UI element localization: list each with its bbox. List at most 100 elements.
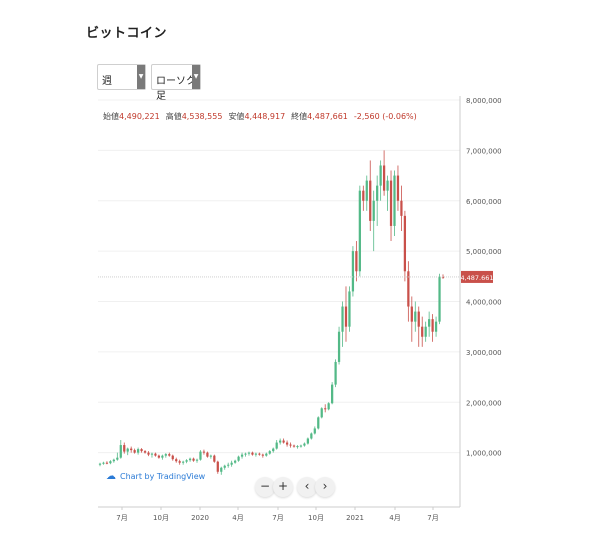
last-price-label: 4,487.661 bbox=[460, 274, 493, 282]
candle-body bbox=[178, 461, 181, 463]
candle-body bbox=[188, 458, 192, 461]
candle-body bbox=[331, 384, 334, 404]
candle-body bbox=[130, 448, 133, 451]
candle-body bbox=[157, 455, 161, 458]
candle-body bbox=[192, 458, 195, 461]
candle-body bbox=[237, 456, 240, 461]
candle-body bbox=[351, 251, 355, 292]
x-tick-label: 2020 bbox=[191, 514, 209, 522]
scroll-right-button[interactable]: › bbox=[315, 477, 335, 497]
candle-body bbox=[379, 165, 382, 186]
x-tick-label: 7月 bbox=[427, 514, 438, 522]
x-tick-label: 7月 bbox=[116, 514, 127, 522]
candle-body bbox=[154, 453, 157, 456]
candle-body bbox=[227, 464, 230, 466]
candle-body bbox=[150, 453, 154, 455]
candle-body bbox=[112, 459, 115, 462]
candle-body bbox=[410, 306, 413, 322]
chevron-down-icon: ▼ bbox=[137, 65, 145, 89]
candle-body bbox=[272, 448, 275, 452]
open-label: 始値 bbox=[103, 112, 119, 121]
candle-body bbox=[299, 445, 303, 447]
candle-body bbox=[171, 455, 174, 460]
candle-body bbox=[428, 319, 431, 327]
tradingview-label: Chart by TradingView bbox=[120, 472, 206, 481]
candle-body bbox=[386, 180, 389, 191]
candle-body bbox=[382, 165, 386, 191]
candle-body bbox=[240, 454, 244, 457]
candle-body bbox=[407, 271, 410, 307]
zoom-in-button[interactable]: + bbox=[273, 477, 293, 497]
candle-body bbox=[348, 291, 351, 327]
candle-body bbox=[434, 321, 438, 332]
candle-body bbox=[182, 461, 185, 463]
candle-body bbox=[424, 326, 427, 337]
ohlc-readout: 始値4,490,221 高値4,538,555 安値4,448,917 終値4,487… bbox=[103, 111, 417, 122]
x-tick-label: 10月 bbox=[308, 514, 324, 522]
candle-body bbox=[119, 445, 122, 458]
candle-body bbox=[275, 442, 278, 449]
low-label: 安値 bbox=[228, 112, 245, 121]
candle-body bbox=[341, 306, 344, 332]
candle-body bbox=[202, 451, 206, 453]
scroll-left-button[interactable]: ‹ bbox=[297, 477, 317, 497]
candle-body bbox=[438, 276, 441, 322]
y-tick-label: 2,000,000 bbox=[466, 399, 502, 407]
candle-body bbox=[285, 442, 289, 445]
candle-body bbox=[324, 408, 327, 410]
high-value: 4,538,555 bbox=[181, 112, 223, 121]
candle-body bbox=[102, 462, 105, 464]
candle-body bbox=[403, 215, 407, 272]
candle-body bbox=[123, 445, 126, 452]
candle-body bbox=[421, 326, 424, 337]
candle-body bbox=[143, 451, 147, 453]
candle-body bbox=[369, 180, 372, 221]
candle-body bbox=[393, 175, 396, 226]
candle-body bbox=[334, 361, 337, 385]
period-select[interactable]: 週 ▼ bbox=[97, 64, 146, 90]
candle-body bbox=[306, 438, 310, 444]
period-select-value: 週 bbox=[102, 76, 112, 87]
tradingview-link[interactable]: ☁ Chart by TradingView bbox=[106, 471, 205, 482]
candle-body bbox=[251, 452, 254, 455]
candle-body bbox=[209, 455, 212, 457]
candle-body bbox=[376, 185, 379, 201]
candle-body bbox=[109, 461, 112, 464]
candle-body bbox=[223, 465, 226, 468]
candle-body bbox=[98, 463, 102, 465]
chart-type-select[interactable]: ローソク足 ▼ bbox=[151, 64, 201, 102]
candle-body bbox=[258, 453, 261, 455]
x-tick-label: 4月 bbox=[389, 514, 400, 522]
candle-body bbox=[175, 459, 178, 462]
candle-body bbox=[313, 428, 316, 434]
y-tick-label: 4,000,000 bbox=[466, 299, 502, 307]
candle-body bbox=[213, 455, 216, 462]
candle-body bbox=[247, 452, 251, 454]
tradingview-logo-icon: ☁ bbox=[106, 471, 116, 482]
candle-body bbox=[320, 408, 323, 418]
y-tick-label: 3,000,000 bbox=[466, 349, 502, 357]
x-tick-label: 2021 bbox=[346, 514, 364, 522]
zoom-out-button[interactable]: − bbox=[255, 477, 275, 497]
candle-body bbox=[414, 311, 417, 322]
candle-body bbox=[289, 444, 292, 446]
candle-body bbox=[296, 446, 299, 448]
candle-body bbox=[136, 449, 140, 453]
candle-body bbox=[362, 190, 365, 201]
candle-body bbox=[431, 319, 434, 332]
chart-type-select-value: ローソク足 bbox=[156, 76, 196, 102]
candle-body bbox=[317, 417, 320, 429]
chevron-down-icon: ▼ bbox=[192, 65, 200, 89]
candle-body bbox=[161, 455, 164, 458]
candle-body bbox=[164, 454, 167, 456]
candle-body bbox=[199, 451, 202, 460]
candle-body bbox=[195, 459, 199, 461]
candle-body bbox=[261, 454, 264, 456]
candle-body bbox=[140, 449, 143, 452]
candle-body bbox=[365, 180, 368, 201]
candle-body bbox=[292, 445, 296, 447]
candle-body bbox=[327, 403, 330, 410]
candle-body bbox=[216, 461, 219, 472]
candle-body bbox=[233, 460, 237, 463]
